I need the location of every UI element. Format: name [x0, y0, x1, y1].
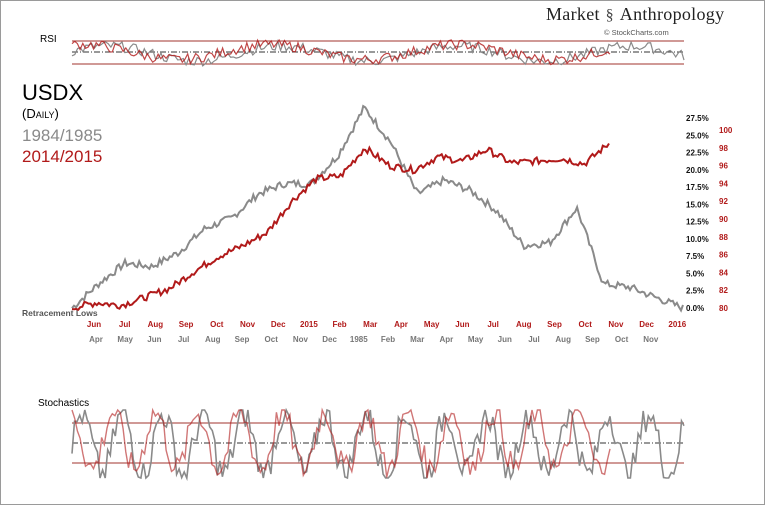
- x-bottom-tick-label: Mar: [410, 335, 424, 344]
- x-bottom-tick-label: Nov: [293, 335, 309, 344]
- x-bottom-tick-label: Jul: [528, 335, 540, 344]
- y-right-tick-label: 80: [719, 304, 728, 313]
- x-top-tick-label: Oct: [210, 320, 224, 329]
- y-left-tick-label: 12.5%: [686, 218, 709, 227]
- x-bottom-tick-label: Aug: [205, 335, 221, 344]
- y-left-tick-label: 0.0%: [686, 304, 704, 313]
- x-top-tick-label: Aug: [516, 320, 532, 329]
- stochastics-label: Stochastics: [38, 398, 90, 409]
- series-1984-1985-line: [71, 104, 684, 313]
- x-bottom-tick-label: Sep: [235, 335, 250, 344]
- series-2014-2015-line: [71, 142, 610, 312]
- x-top-tick-label: Apr: [394, 320, 408, 329]
- x-bottom-tick-label: Apr: [89, 335, 103, 344]
- brand-left-text: Market: [546, 4, 600, 24]
- x-top-tick-label: 2016: [668, 320, 686, 329]
- y-right-tick-label: 100: [719, 126, 733, 135]
- chart-title: USDX: [22, 80, 84, 105]
- y-right-tick-label: 94: [719, 179, 728, 188]
- x-bottom-tick-label: May: [468, 335, 484, 344]
- brand-logo: Market § Anthropology: [546, 4, 724, 25]
- y-left-tick-label: 2.5%: [686, 287, 704, 296]
- y-right-tick-label: 98: [719, 144, 728, 153]
- y-right-tick-label: 92: [719, 197, 728, 206]
- y-left-tick-label: 22.5%: [686, 149, 709, 158]
- y-left-tick-label: 7.5%: [686, 252, 704, 261]
- x-bottom-tick-label: Jun: [147, 335, 161, 344]
- x-top-tick-label: Feb: [332, 320, 346, 329]
- x-bottom-tick-label: Aug: [555, 335, 571, 344]
- x-top-tick-label: Dec: [271, 320, 286, 329]
- legend-2014-2015: 2014/2015: [22, 147, 103, 166]
- x-bottom-tick-label: Sep: [585, 335, 600, 344]
- stockcharts-credit: © StockCharts.com: [604, 28, 669, 37]
- y-right-tick-label: 82: [719, 286, 728, 295]
- x-top-tick-label: Mar: [363, 320, 377, 329]
- y-left-tick-label: 15.0%: [686, 200, 709, 209]
- x-top-tick-label: Oct: [579, 320, 593, 329]
- x-top-tick-label: Nov: [608, 320, 624, 329]
- dna-helix-icon: §: [605, 7, 614, 24]
- retracement-lows-annotation: Retracement Lows: [22, 308, 98, 318]
- y-left-tick-label: 17.5%: [686, 183, 709, 192]
- x-top-tick-label: Aug: [148, 320, 164, 329]
- rsi-2014-line: [71, 38, 611, 66]
- x-bottom-tick-label: May: [117, 335, 133, 344]
- x-top-tick-label: May: [424, 320, 440, 329]
- y-left-tick-label: 27.5%: [686, 114, 709, 123]
- x-bottom-tick-label: Jul: [178, 335, 190, 344]
- stoch-1984-line: [71, 407, 685, 482]
- legend-1984-1985: 1984/1985: [22, 126, 103, 145]
- x-top-tick-label: 2015: [300, 320, 318, 329]
- x-bottom-tick-label: Feb: [381, 335, 395, 344]
- x-bottom-tick-label: Apr: [440, 335, 454, 344]
- x-bottom-tick-label: Nov: [643, 335, 659, 344]
- y-right-tick-label: 88: [719, 233, 728, 242]
- x-top-tick-label: Jun: [455, 320, 469, 329]
- x-top-tick-label: Jul: [487, 320, 499, 329]
- y-right-tick-label: 86: [719, 251, 728, 260]
- y-right-tick-label: 90: [719, 215, 728, 224]
- x-top-tick-label: Sep: [547, 320, 562, 329]
- y-left-tick-label: 25.0%: [686, 131, 709, 140]
- rsi-label: RSI: [40, 34, 57, 45]
- y-right-tick-label: 84: [719, 268, 728, 277]
- x-bottom-tick-label: 1985: [350, 335, 368, 344]
- x-top-tick-label: Nov: [240, 320, 256, 329]
- x-top-tick-label: Sep: [179, 320, 194, 329]
- brand-right-text: Anthropology: [619, 4, 725, 24]
- y-left-tick-label: 5.0%: [686, 269, 704, 278]
- x-bottom-tick-label: Jun: [498, 335, 512, 344]
- y-left-tick-label: 20.0%: [686, 166, 709, 175]
- x-top-tick-label: Dec: [639, 320, 654, 329]
- x-top-tick-label: Jun: [87, 320, 101, 329]
- x-bottom-tick-label: Dec: [322, 335, 337, 344]
- x-bottom-tick-label: Oct: [265, 335, 279, 344]
- x-top-tick-label: Jul: [119, 320, 131, 329]
- stoch-2014-line: [71, 407, 611, 479]
- chart-subtitle: (Daily): [22, 106, 59, 121]
- x-bottom-tick-label: Oct: [615, 335, 629, 344]
- y-right-tick-label: 96: [719, 162, 728, 171]
- y-left-tick-label: 10.0%: [686, 235, 709, 244]
